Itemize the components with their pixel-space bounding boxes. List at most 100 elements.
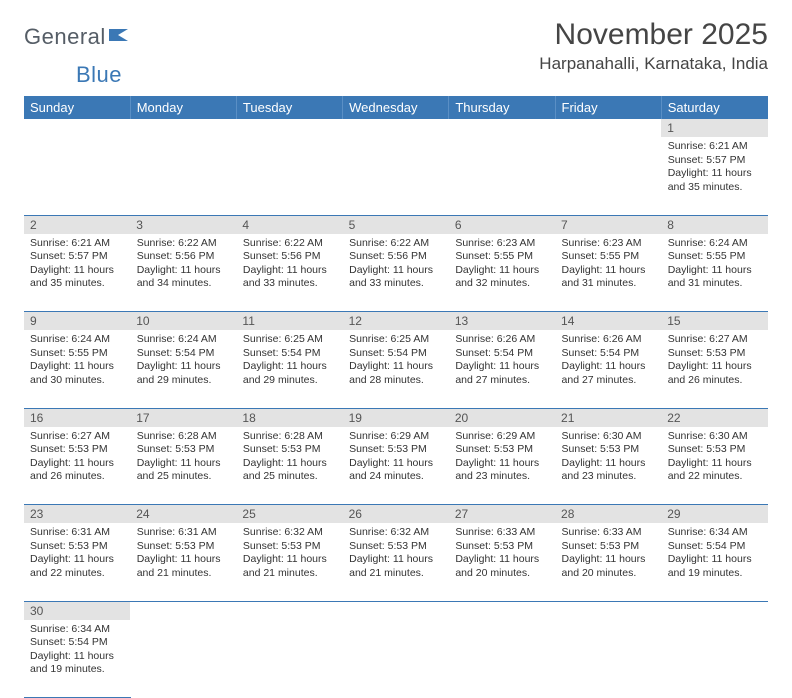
title-block: November 2025 Harpanahalli, Karnataka, I… xyxy=(539,18,768,74)
logo: General xyxy=(24,24,130,50)
day-number-cell xyxy=(130,119,236,137)
day-number-cell: 13 xyxy=(449,312,555,331)
day-body: Sunrise: 6:25 AMSunset: 5:54 PMDaylight:… xyxy=(343,330,448,392)
day-number-cell: 30 xyxy=(24,601,130,620)
day-number-row: 1 xyxy=(24,119,768,137)
day-body: Sunrise: 6:27 AMSunset: 5:53 PMDaylight:… xyxy=(662,330,767,392)
day-number-cell: 24 xyxy=(130,505,236,524)
day-cell: Sunrise: 6:26 AMSunset: 5:54 PMDaylight:… xyxy=(449,330,555,408)
day-body: Sunrise: 6:31 AMSunset: 5:53 PMDaylight:… xyxy=(131,523,236,585)
day-cell: Sunrise: 6:27 AMSunset: 5:53 PMDaylight:… xyxy=(24,427,130,505)
logo-text-general: General xyxy=(24,24,106,50)
day-cell: Sunrise: 6:21 AMSunset: 5:57 PMDaylight:… xyxy=(661,137,767,215)
day-number-cell: 25 xyxy=(236,505,342,524)
day-number-cell: 29 xyxy=(661,505,767,524)
day-cell: Sunrise: 6:27 AMSunset: 5:53 PMDaylight:… xyxy=(661,330,767,408)
weekday-header: Wednesday xyxy=(343,96,449,119)
day-cell xyxy=(661,620,767,698)
day-cell: Sunrise: 6:29 AMSunset: 5:53 PMDaylight:… xyxy=(449,427,555,505)
day-number-cell: 23 xyxy=(24,505,130,524)
day-body: Sunrise: 6:28 AMSunset: 5:53 PMDaylight:… xyxy=(131,427,236,489)
day-number-cell xyxy=(555,119,661,137)
day-body: Sunrise: 6:34 AMSunset: 5:54 PMDaylight:… xyxy=(24,620,130,682)
day-number-cell xyxy=(661,601,767,620)
day-number-cell: 1 xyxy=(661,119,767,137)
day-number-cell: 27 xyxy=(449,505,555,524)
day-cell: Sunrise: 6:32 AMSunset: 5:53 PMDaylight:… xyxy=(236,523,342,601)
day-cell: Sunrise: 6:26 AMSunset: 5:54 PMDaylight:… xyxy=(555,330,661,408)
day-cell xyxy=(236,620,342,698)
day-number-cell: 12 xyxy=(343,312,449,331)
day-cell: Sunrise: 6:31 AMSunset: 5:53 PMDaylight:… xyxy=(24,523,130,601)
day-cell xyxy=(130,620,236,698)
day-cell: Sunrise: 6:33 AMSunset: 5:53 PMDaylight:… xyxy=(555,523,661,601)
day-cell: Sunrise: 6:32 AMSunset: 5:53 PMDaylight:… xyxy=(343,523,449,601)
day-cell: Sunrise: 6:28 AMSunset: 5:53 PMDaylight:… xyxy=(130,427,236,505)
day-number-cell xyxy=(236,119,342,137)
day-number-cell xyxy=(449,119,555,137)
day-body: Sunrise: 6:33 AMSunset: 5:53 PMDaylight:… xyxy=(449,523,554,585)
day-body: Sunrise: 6:34 AMSunset: 5:54 PMDaylight:… xyxy=(662,523,767,585)
day-number-cell xyxy=(555,601,661,620)
day-cell: Sunrise: 6:29 AMSunset: 5:53 PMDaylight:… xyxy=(343,427,449,505)
day-cell xyxy=(343,137,449,215)
day-number-cell xyxy=(343,601,449,620)
day-number-cell: 10 xyxy=(130,312,236,331)
logo-flag-icon xyxy=(108,27,130,48)
day-number-cell: 28 xyxy=(555,505,661,524)
logo-text-blue: Blue xyxy=(76,62,122,87)
day-body: Sunrise: 6:21 AMSunset: 5:57 PMDaylight:… xyxy=(24,234,130,296)
day-cell xyxy=(24,137,130,215)
day-cell: Sunrise: 6:28 AMSunset: 5:53 PMDaylight:… xyxy=(236,427,342,505)
day-number-cell: 6 xyxy=(449,215,555,234)
day-body: Sunrise: 6:21 AMSunset: 5:57 PMDaylight:… xyxy=(662,137,767,199)
day-number-cell xyxy=(449,601,555,620)
day-number-cell: 21 xyxy=(555,408,661,427)
day-number-cell: 20 xyxy=(449,408,555,427)
day-number-cell: 14 xyxy=(555,312,661,331)
weekday-header: Monday xyxy=(130,96,236,119)
day-body: Sunrise: 6:30 AMSunset: 5:53 PMDaylight:… xyxy=(662,427,767,489)
weekday-header: Friday xyxy=(555,96,661,119)
weekday-header-row: SundayMondayTuesdayWednesdayThursdayFrid… xyxy=(24,96,768,119)
day-body: Sunrise: 6:22 AMSunset: 5:56 PMDaylight:… xyxy=(237,234,342,296)
day-number-row: 9101112131415 xyxy=(24,312,768,331)
day-cell: Sunrise: 6:24 AMSunset: 5:55 PMDaylight:… xyxy=(661,234,767,312)
day-content-row: Sunrise: 6:21 AMSunset: 5:57 PMDaylight:… xyxy=(24,234,768,312)
day-cell xyxy=(555,137,661,215)
day-body: Sunrise: 6:23 AMSunset: 5:55 PMDaylight:… xyxy=(449,234,554,296)
day-body: Sunrise: 6:24 AMSunset: 5:55 PMDaylight:… xyxy=(24,330,130,392)
day-number-cell: 8 xyxy=(661,215,767,234)
weekday-header: Sunday xyxy=(24,96,130,119)
day-body: Sunrise: 6:30 AMSunset: 5:53 PMDaylight:… xyxy=(556,427,661,489)
day-cell: Sunrise: 6:23 AMSunset: 5:55 PMDaylight:… xyxy=(449,234,555,312)
day-number-row: 2345678 xyxy=(24,215,768,234)
day-content-row: Sunrise: 6:24 AMSunset: 5:55 PMDaylight:… xyxy=(24,330,768,408)
day-cell: Sunrise: 6:30 AMSunset: 5:53 PMDaylight:… xyxy=(661,427,767,505)
day-body: Sunrise: 6:22 AMSunset: 5:56 PMDaylight:… xyxy=(343,234,448,296)
day-cell: Sunrise: 6:22 AMSunset: 5:56 PMDaylight:… xyxy=(343,234,449,312)
day-cell xyxy=(343,620,449,698)
day-body: Sunrise: 6:33 AMSunset: 5:53 PMDaylight:… xyxy=(556,523,661,585)
day-number-cell: 4 xyxy=(236,215,342,234)
day-number-cell: 2 xyxy=(24,215,130,234)
weekday-header: Thursday xyxy=(449,96,555,119)
day-number-cell: 15 xyxy=(661,312,767,331)
day-body: Sunrise: 6:26 AMSunset: 5:54 PMDaylight:… xyxy=(449,330,554,392)
day-cell: Sunrise: 6:34 AMSunset: 5:54 PMDaylight:… xyxy=(24,620,130,698)
day-number-cell xyxy=(130,601,236,620)
day-body: Sunrise: 6:24 AMSunset: 5:54 PMDaylight:… xyxy=(131,330,236,392)
day-cell: Sunrise: 6:21 AMSunset: 5:57 PMDaylight:… xyxy=(24,234,130,312)
day-cell: Sunrise: 6:22 AMSunset: 5:56 PMDaylight:… xyxy=(236,234,342,312)
day-number-row: 30 xyxy=(24,601,768,620)
day-body: Sunrise: 6:22 AMSunset: 5:56 PMDaylight:… xyxy=(131,234,236,296)
day-cell: Sunrise: 6:34 AMSunset: 5:54 PMDaylight:… xyxy=(661,523,767,601)
day-number-cell: 22 xyxy=(661,408,767,427)
day-content-row: Sunrise: 6:27 AMSunset: 5:53 PMDaylight:… xyxy=(24,427,768,505)
day-cell: Sunrise: 6:24 AMSunset: 5:55 PMDaylight:… xyxy=(24,330,130,408)
day-body: Sunrise: 6:23 AMSunset: 5:55 PMDaylight:… xyxy=(556,234,661,296)
day-body: Sunrise: 6:28 AMSunset: 5:53 PMDaylight:… xyxy=(237,427,342,489)
day-number-cell: 19 xyxy=(343,408,449,427)
day-body: Sunrise: 6:32 AMSunset: 5:53 PMDaylight:… xyxy=(343,523,448,585)
day-body: Sunrise: 6:31 AMSunset: 5:53 PMDaylight:… xyxy=(24,523,130,585)
